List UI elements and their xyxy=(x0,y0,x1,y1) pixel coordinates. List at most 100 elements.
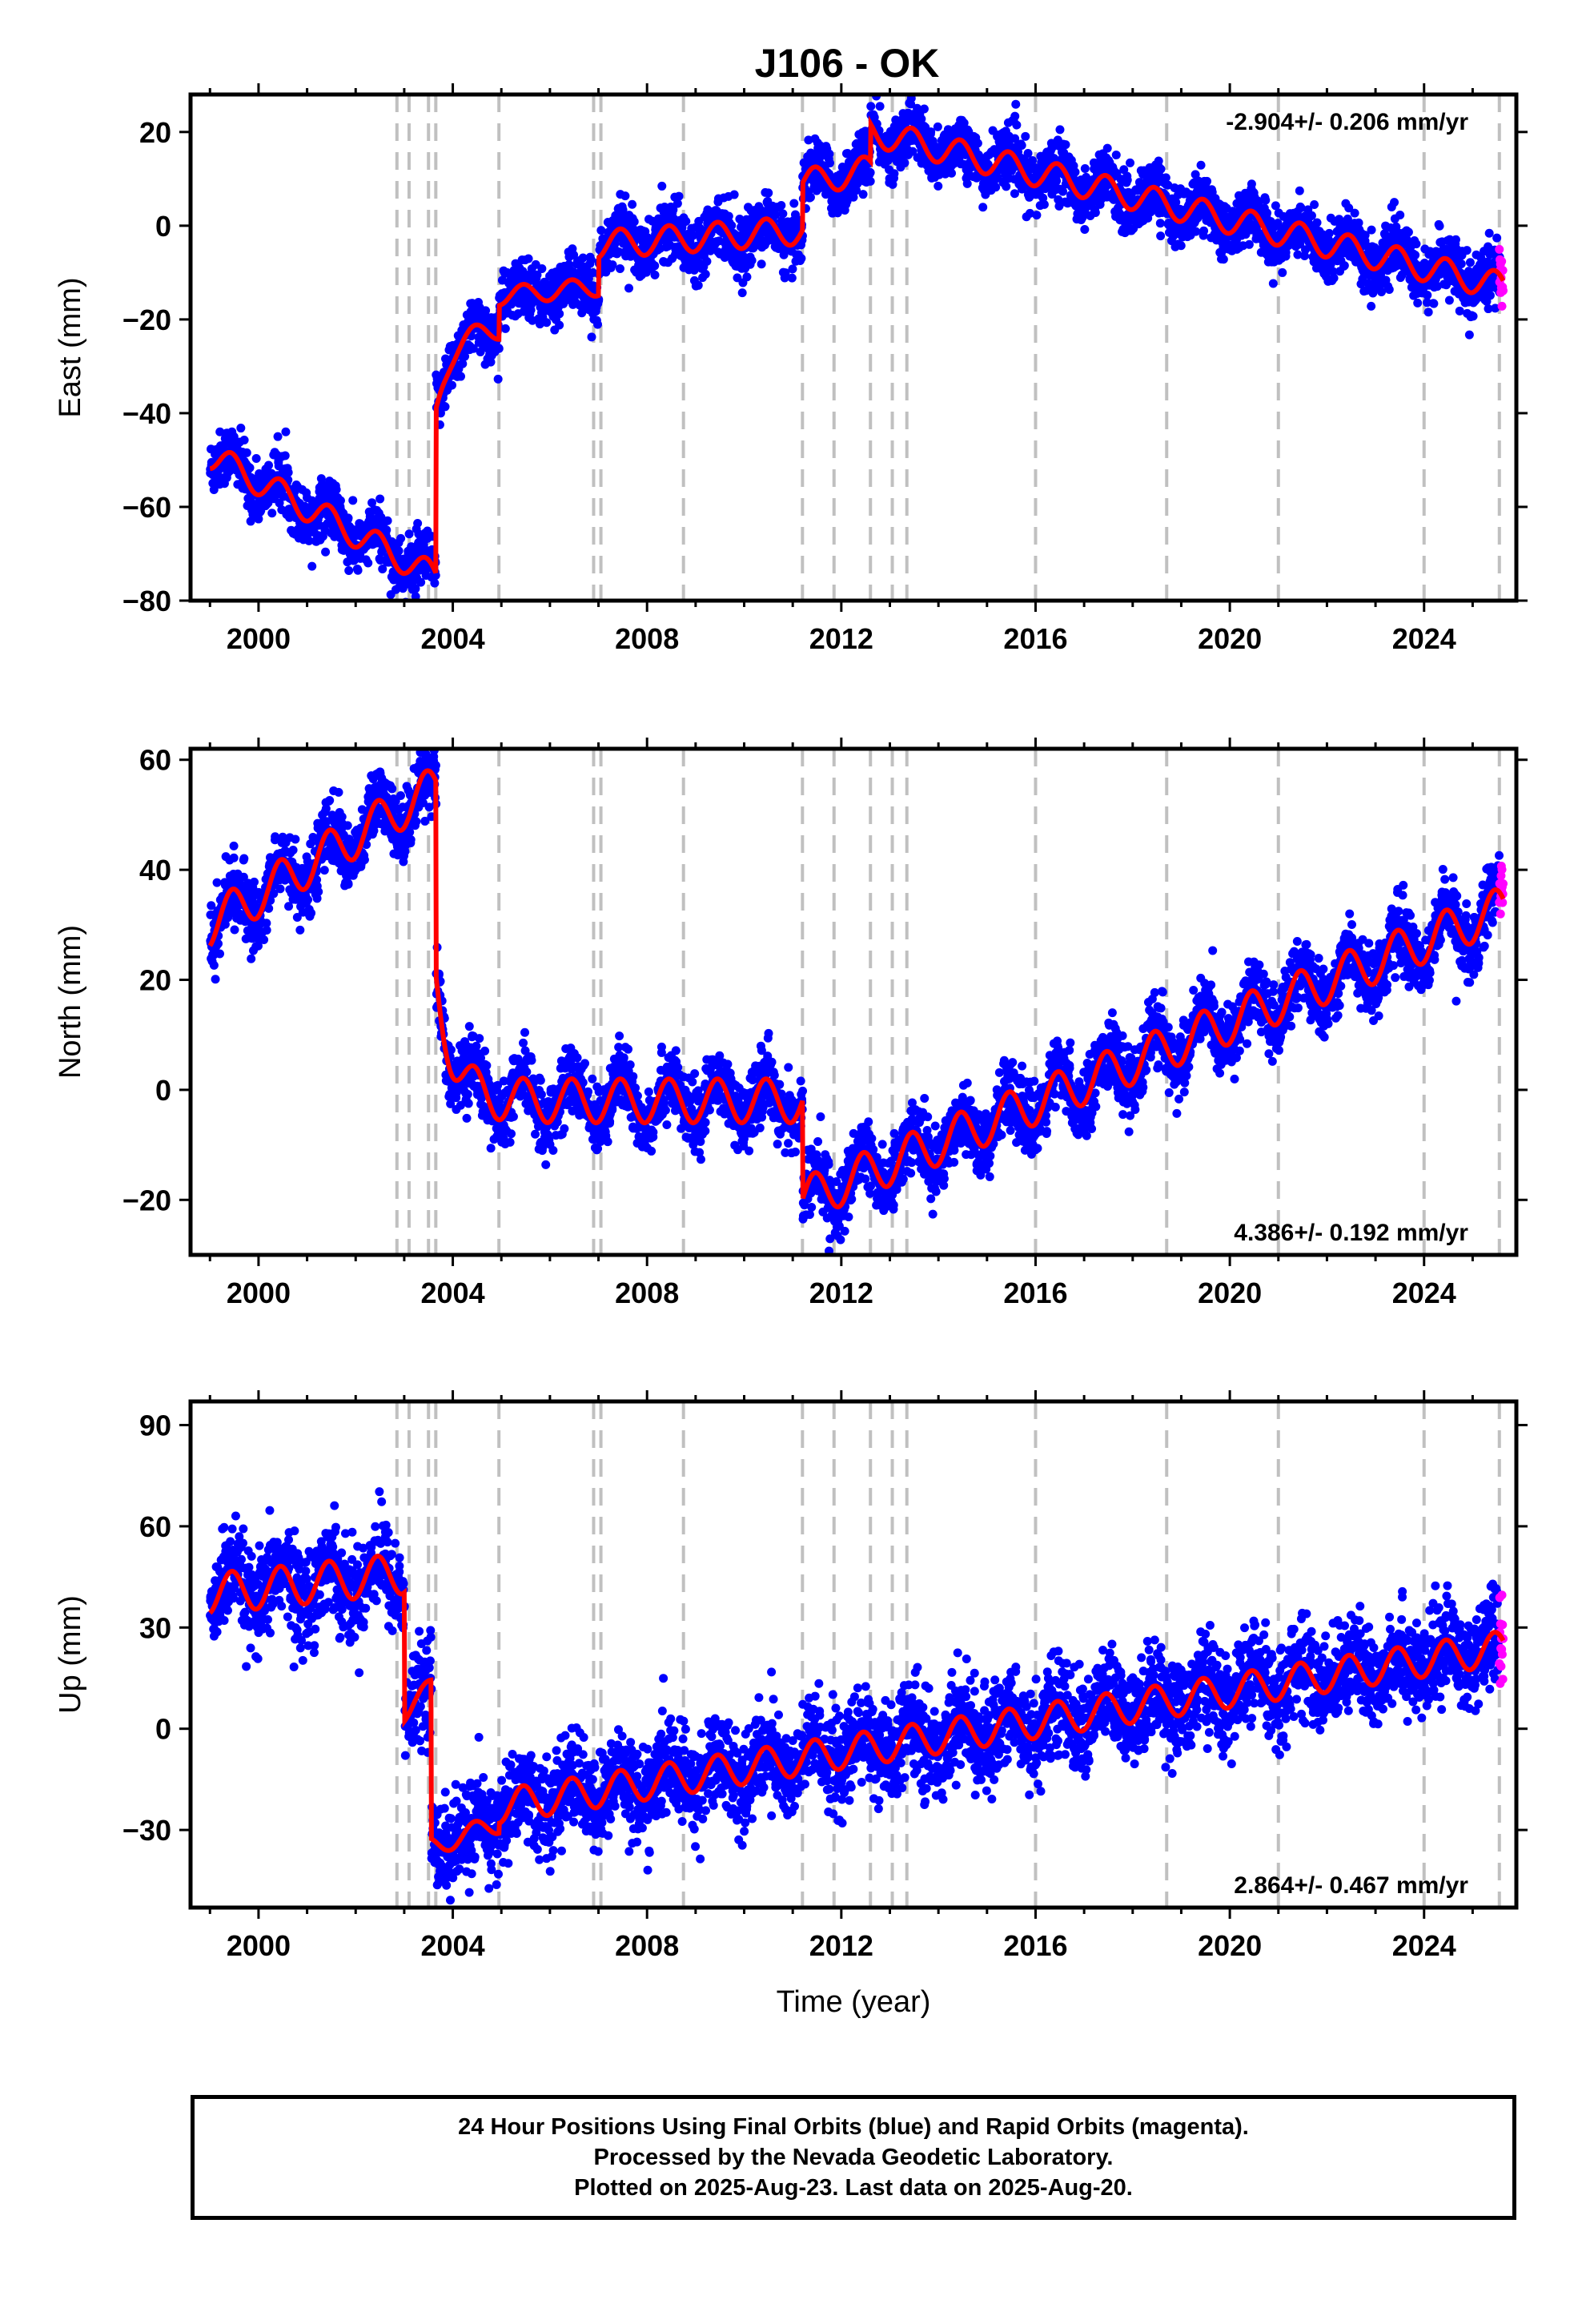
final-point xyxy=(251,453,261,463)
final-point xyxy=(797,254,806,263)
rapid-point xyxy=(1495,244,1504,254)
final-point xyxy=(764,188,773,198)
final-point xyxy=(1010,189,1019,199)
final-point xyxy=(1126,158,1135,167)
y-tick-label: 0 xyxy=(155,210,171,243)
final-point xyxy=(383,516,392,525)
final-point xyxy=(230,925,239,935)
chart-title: J106 - OK xyxy=(755,41,940,86)
final-point xyxy=(889,169,899,179)
final-point xyxy=(239,435,249,444)
final-point xyxy=(209,960,219,970)
y-tick-label: 20 xyxy=(139,116,171,149)
final-point xyxy=(335,496,345,505)
final-point xyxy=(1090,208,1100,218)
final-point xyxy=(787,273,797,283)
final-point xyxy=(1055,125,1065,135)
final-point xyxy=(486,357,496,367)
final-point xyxy=(404,529,414,539)
y-tick-label: −80 xyxy=(122,585,171,617)
final-point xyxy=(1451,235,1460,244)
final-point xyxy=(875,102,885,111)
final-point xyxy=(596,226,606,235)
final-point xyxy=(1111,151,1121,160)
final-point xyxy=(314,887,323,896)
final-point xyxy=(1312,218,1322,227)
final-point xyxy=(295,925,305,935)
final-point xyxy=(1395,211,1405,220)
final-point xyxy=(321,547,331,557)
final-point xyxy=(254,514,263,524)
final-point xyxy=(262,919,271,928)
final-point xyxy=(805,192,815,202)
final-orbit-points xyxy=(206,749,1504,1255)
final-point xyxy=(1261,195,1271,205)
final-point xyxy=(747,255,757,265)
final-point xyxy=(1413,298,1423,308)
x-tick-label: 2016 xyxy=(1003,622,1067,655)
final-point xyxy=(1310,200,1319,210)
final-point xyxy=(1196,160,1206,170)
final-point xyxy=(1411,251,1420,260)
velocity-rate-label: -2.904+/- 0.206 mm/yr xyxy=(1226,109,1468,135)
final-point xyxy=(1102,143,1112,153)
final-point xyxy=(319,866,329,875)
final-point xyxy=(702,256,712,266)
final-point xyxy=(973,139,982,148)
final-point xyxy=(281,427,291,436)
y-axis-label: East (mm) xyxy=(54,277,87,417)
final-point xyxy=(729,190,739,199)
final-point xyxy=(321,804,331,814)
final-point xyxy=(825,159,835,168)
final-point xyxy=(1010,111,1020,121)
final-point xyxy=(1156,164,1166,174)
final-point xyxy=(331,485,341,494)
final-point xyxy=(537,263,547,273)
x-tick-label: 2012 xyxy=(809,622,873,655)
final-point xyxy=(1329,273,1339,283)
final-point xyxy=(1384,284,1394,294)
final-point xyxy=(267,509,277,518)
final-point xyxy=(303,895,313,904)
final-point xyxy=(468,344,478,353)
final-point xyxy=(229,841,239,850)
final-point xyxy=(448,380,457,390)
final-point xyxy=(1268,279,1278,288)
final-point xyxy=(866,102,876,111)
final-point xyxy=(1367,225,1376,235)
final-point xyxy=(500,324,510,333)
final-point xyxy=(524,254,533,263)
final-point xyxy=(789,199,799,208)
final-point xyxy=(1017,141,1026,151)
final-point xyxy=(947,168,957,178)
final-point xyxy=(1444,296,1454,305)
final-point xyxy=(209,485,219,494)
final-point xyxy=(236,424,246,433)
final-point xyxy=(1295,186,1304,195)
final-point xyxy=(919,104,929,114)
final-point xyxy=(460,352,470,361)
final-point xyxy=(1468,312,1478,321)
x-tick-label: 2000 xyxy=(227,622,291,655)
final-point xyxy=(1324,228,1334,238)
final-point xyxy=(378,565,387,574)
final-point xyxy=(307,908,316,918)
final-point xyxy=(777,200,786,210)
final-point xyxy=(458,359,468,368)
final-point xyxy=(555,320,564,330)
final-point xyxy=(1011,99,1021,109)
final-point xyxy=(493,374,503,384)
x-tick-label: 2004 xyxy=(421,622,485,655)
final-point xyxy=(681,216,691,226)
y-tick-label: −20 xyxy=(122,304,171,336)
final-point xyxy=(264,460,274,470)
final-point xyxy=(1484,228,1494,238)
final-point xyxy=(1199,226,1209,235)
final-point xyxy=(978,203,988,212)
final-point xyxy=(587,332,596,342)
final-point xyxy=(578,253,588,263)
final-point xyxy=(494,344,504,353)
final-point xyxy=(1429,299,1439,308)
final-point xyxy=(1307,211,1316,220)
final-point xyxy=(1203,176,1212,186)
